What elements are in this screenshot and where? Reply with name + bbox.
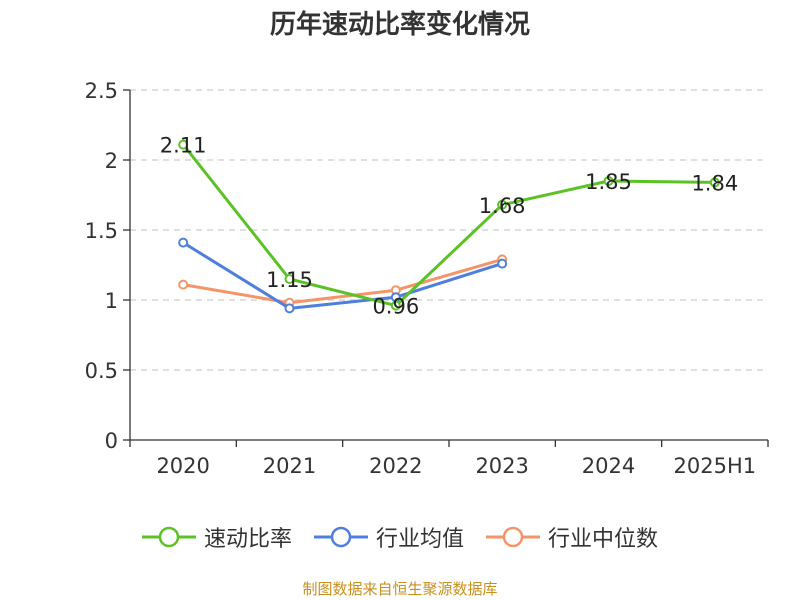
y-tick-label: 2.5 (85, 79, 118, 103)
legend-swatch-icon (313, 526, 368, 548)
data-label: 0.96 (372, 295, 419, 319)
x-tick-label: 2025H1 (674, 454, 757, 478)
data-point (497, 258, 508, 269)
x-tick-label: 2021 (263, 454, 316, 478)
data-label: 1.68 (479, 194, 526, 218)
data-point (178, 139, 189, 150)
data-point (178, 279, 189, 290)
series-line (181, 143, 715, 308)
source-note: 制图数据来自恒生聚源数据库 (302, 580, 498, 598)
data-point (284, 274, 295, 284)
y-tick-label: 0.5 (85, 359, 118, 383)
data-label: 1.85 (585, 170, 632, 194)
legend: 速动比率 行业均值 行业中位数 (0, 519, 800, 555)
y-tick-label: 2 (105, 149, 118, 173)
data-point (603, 176, 614, 186)
legend-item[interactable]: 行业中位数 (486, 521, 658, 553)
x-tick-label: 2024 (582, 454, 635, 478)
y-tick-label: 1.5 (85, 219, 118, 243)
legend-item[interactable]: 速动比率 (141, 521, 292, 553)
x-tick-label: 2020 (156, 454, 209, 478)
data-point (709, 177, 720, 188)
data-point (497, 199, 508, 210)
data-label: 1.84 (691, 171, 738, 195)
legend-item[interactable]: 行业均值 (313, 521, 464, 553)
y-tick-label: 1 (105, 289, 118, 313)
chart-title: 历年速动比率变化情况 (269, 10, 530, 40)
x-tick-label: 2023 (475, 454, 528, 478)
legend-label: 速动比率 (203, 527, 292, 552)
data-label: 1.15 (266, 268, 313, 292)
legend-swatch-icon (486, 526, 540, 548)
data-point (390, 300, 401, 311)
data-point (178, 237, 189, 248)
data-point (284, 303, 295, 314)
legend-label: 行业中位数 (548, 527, 659, 552)
legend-swatch-icon (141, 526, 196, 548)
series-line (182, 257, 503, 305)
x-tick-label: 2022 (369, 454, 422, 478)
series-line (182, 241, 503, 310)
legend-label: 行业均值 (375, 527, 464, 552)
data-label: 2.11 (160, 134, 207, 158)
y-tick-label: 0 (105, 429, 118, 453)
